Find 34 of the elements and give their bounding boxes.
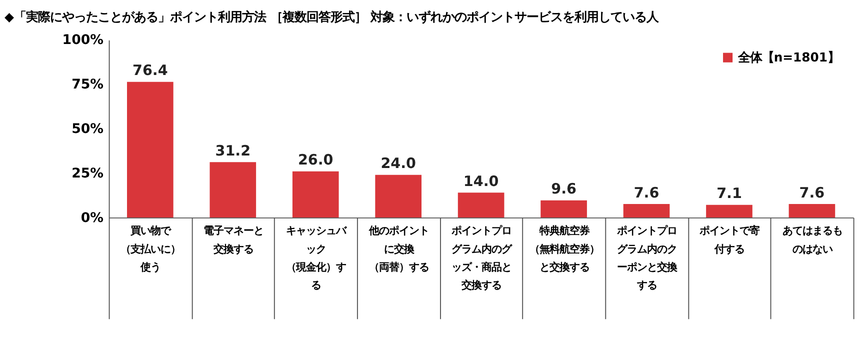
bar <box>540 200 587 218</box>
bar <box>623 204 670 218</box>
text: 9.6 <box>551 182 576 198</box>
text: 76.4 <box>132 63 168 80</box>
x-tick-label: 特典航空券（無料航空券）と交換する <box>529 225 600 274</box>
x-tick-label: キャッシュバック（現金化）する <box>286 225 348 292</box>
x-tick-label: ポイントプログラム内のグッズ・商品と交換する <box>450 225 513 292</box>
bar <box>458 192 504 218</box>
bar <box>210 162 256 218</box>
y-tick-label: 100% <box>62 33 104 48</box>
y-tick-label: 0% <box>80 210 104 226</box>
y-tick-label: 75% <box>72 78 104 93</box>
x-tick-label: 他のポイントに交換（両替）する <box>368 225 429 274</box>
text: 14.0 <box>463 174 499 190</box>
bar <box>292 171 339 218</box>
text: 24.0 <box>380 156 416 172</box>
text: 7.1 <box>716 186 742 202</box>
bar <box>706 204 752 218</box>
x-tick-label: 電子マネーと交換する <box>203 225 264 256</box>
bar <box>375 174 422 218</box>
x-tick-label: ポイントで寄付する <box>698 225 760 256</box>
chart-title: ◆「実際にやったことがある」ポイント利用方法 ［複数回答形式］ 対象：いずれかのポイントサービスを利用している人 <box>4 8 660 24</box>
text: 26.0 <box>298 152 334 169</box>
text: 7.6 <box>799 185 825 202</box>
x-tick-label: 買い物で（支払いに）使う <box>120 225 181 274</box>
text: 7.6 <box>634 185 660 202</box>
x-tick-label: あてはまるものはない <box>782 225 842 256</box>
legend-label: 全体【n=1801】 <box>736 49 840 64</box>
y-tick-label: 25% <box>72 166 104 182</box>
bar <box>788 204 836 218</box>
y-tick-label: 50% <box>72 122 104 137</box>
x-tick-label: ポイントプログラム内のクーポンと交換する <box>616 225 678 292</box>
text: 31.2 <box>215 143 251 160</box>
bar <box>127 82 174 218</box>
